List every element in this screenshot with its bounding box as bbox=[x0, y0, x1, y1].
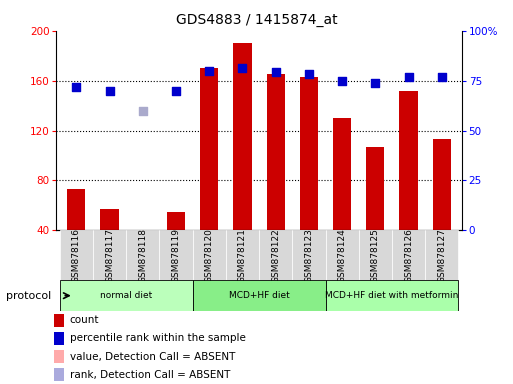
Bar bbox=[200, 68, 219, 230]
Point bbox=[172, 88, 180, 94]
Bar bbox=[67, 189, 86, 230]
Bar bbox=[60, 280, 192, 311]
Text: GSM878122: GSM878122 bbox=[271, 228, 280, 283]
Text: normal diet: normal diet bbox=[100, 291, 152, 300]
Text: GSM878118: GSM878118 bbox=[139, 228, 147, 283]
Bar bbox=[167, 212, 185, 230]
Point bbox=[371, 80, 380, 86]
Text: GSM878123: GSM878123 bbox=[304, 228, 313, 283]
Text: GSM878121: GSM878121 bbox=[238, 228, 247, 283]
Text: GSM878127: GSM878127 bbox=[437, 228, 446, 283]
Text: GSM878126: GSM878126 bbox=[404, 228, 413, 283]
Bar bbox=[267, 74, 285, 230]
Bar bbox=[259, 230, 292, 280]
Text: GSM878125: GSM878125 bbox=[371, 228, 380, 283]
Bar bbox=[226, 230, 259, 280]
Point bbox=[106, 88, 114, 94]
Bar bbox=[333, 118, 351, 230]
Text: count: count bbox=[70, 315, 100, 325]
Bar bbox=[292, 230, 326, 280]
Point bbox=[338, 78, 346, 84]
Point bbox=[271, 69, 280, 75]
Point bbox=[72, 84, 81, 90]
Point bbox=[305, 71, 313, 78]
Bar bbox=[400, 91, 418, 230]
Bar bbox=[54, 350, 64, 363]
Bar bbox=[54, 332, 64, 345]
Bar bbox=[54, 368, 64, 381]
Text: GSM878116: GSM878116 bbox=[72, 228, 81, 283]
Bar bbox=[392, 230, 425, 280]
Bar bbox=[359, 230, 392, 280]
Bar bbox=[160, 230, 192, 280]
Bar bbox=[101, 209, 119, 230]
Text: percentile rank within the sample: percentile rank within the sample bbox=[70, 333, 246, 343]
Point bbox=[239, 65, 247, 71]
Bar bbox=[54, 314, 64, 327]
Bar bbox=[134, 230, 152, 276]
Bar bbox=[60, 230, 93, 280]
Bar bbox=[432, 139, 451, 230]
Bar bbox=[93, 230, 126, 280]
Bar bbox=[126, 230, 160, 280]
Text: GSM878124: GSM878124 bbox=[338, 228, 347, 283]
Bar bbox=[425, 230, 459, 280]
Text: MCD+HF diet with metformin: MCD+HF diet with metformin bbox=[325, 291, 459, 300]
Bar bbox=[366, 147, 384, 230]
Bar bbox=[192, 280, 326, 311]
Text: GSM878119: GSM878119 bbox=[171, 228, 181, 283]
Text: GDS4883 / 1415874_at: GDS4883 / 1415874_at bbox=[175, 13, 338, 27]
Bar bbox=[300, 77, 318, 230]
Bar bbox=[326, 230, 359, 280]
Point bbox=[139, 108, 147, 114]
Point bbox=[438, 74, 446, 80]
Text: protocol: protocol bbox=[6, 291, 51, 301]
Bar bbox=[326, 280, 459, 311]
Text: GSM878120: GSM878120 bbox=[205, 228, 214, 283]
Text: GSM878117: GSM878117 bbox=[105, 228, 114, 283]
Point bbox=[404, 74, 412, 80]
Bar bbox=[192, 230, 226, 280]
Text: value, Detection Call = ABSENT: value, Detection Call = ABSENT bbox=[70, 352, 235, 362]
Point bbox=[205, 68, 213, 74]
Bar bbox=[233, 43, 251, 230]
Text: MCD+HF diet: MCD+HF diet bbox=[229, 291, 289, 300]
Text: rank, Detection Call = ABSENT: rank, Detection Call = ABSENT bbox=[70, 370, 230, 380]
